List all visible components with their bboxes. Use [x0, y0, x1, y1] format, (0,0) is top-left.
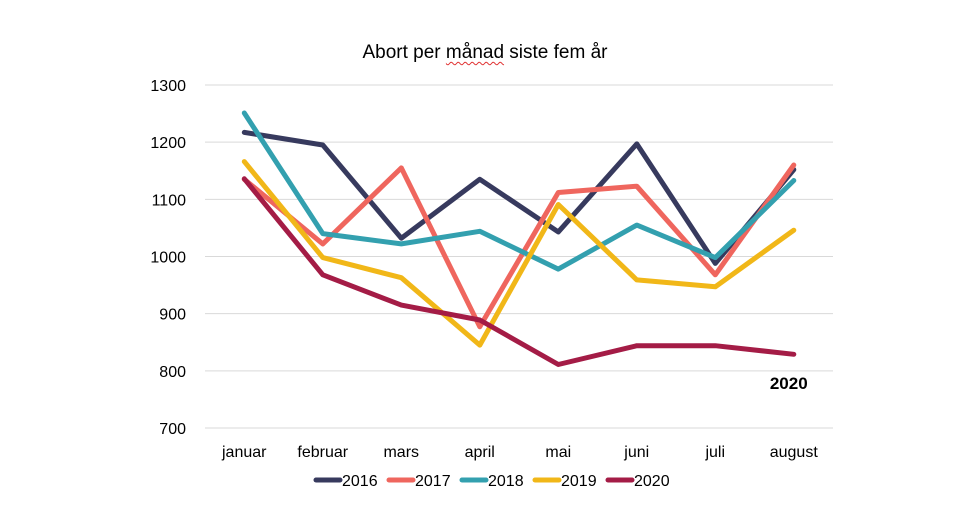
x-tick-label: februar — [297, 444, 348, 461]
y-tick-label: 1300 — [150, 78, 186, 95]
chart-title-suffix: siste fem år — [504, 42, 608, 63]
series-line-2017 — [241, 162, 797, 330]
legend-label-2020: 2020 — [634, 473, 670, 490]
x-tick-label: juni — [623, 444, 649, 461]
annotation-2020: 2020 — [770, 374, 808, 393]
legend-label-2018: 2018 — [488, 473, 524, 490]
x-tick-label: mai — [545, 444, 571, 461]
legend-label-2016: 2016 — [342, 473, 378, 490]
x-tick-label: juli — [704, 444, 725, 461]
series-line-2019 — [241, 159, 797, 348]
x-tick-label: mars — [383, 444, 419, 461]
series-line-2018 — [241, 110, 797, 272]
y-tick-label: 1200 — [150, 135, 186, 152]
x-tick-label: april — [465, 444, 495, 461]
y-tick-label: 1000 — [150, 250, 186, 267]
y-tick-label: 700 — [159, 421, 186, 438]
x-tick-label: august — [770, 444, 819, 461]
y-tick-label: 1100 — [152, 192, 187, 209]
chart-title-prefix: Abort per — [362, 42, 446, 63]
series-line-2020 — [241, 176, 797, 367]
series-line-2016 — [241, 129, 797, 266]
y-tick-label: 800 — [159, 364, 186, 381]
chart-title: Abort per månad siste fem år — [0, 42, 970, 64]
y-tick-label: 900 — [159, 307, 186, 324]
legend-label-2017: 2017 — [415, 473, 451, 490]
chart-title-word: månad — [445, 42, 505, 63]
x-tick-label: januar — [221, 444, 267, 461]
legend-label-2019: 2019 — [561, 473, 597, 490]
